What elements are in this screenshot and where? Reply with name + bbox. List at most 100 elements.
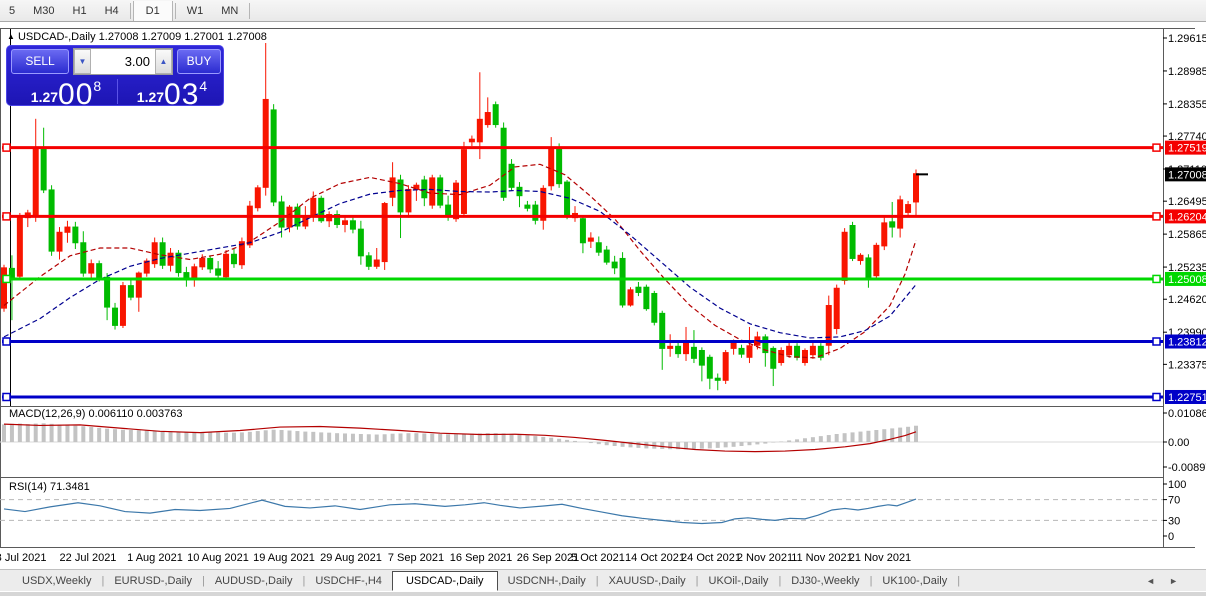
candle-bullish — [683, 342, 690, 355]
rsi-axis-label: 70 — [1168, 495, 1180, 507]
volume-decrease-icon[interactable]: ▼ — [74, 49, 91, 74]
sell-price[interactable]: 1.27008 — [13, 78, 119, 111]
candle-bullish — [405, 188, 412, 213]
candle-bearish — [421, 179, 428, 199]
timeframe-button-d1[interactable]: D1 — [132, 0, 173, 21]
candle-bearish — [619, 257, 626, 306]
symbol-name: USDCAD-,Daily — [17, 31, 96, 43]
candle-bullish — [857, 254, 864, 262]
symbol-info-line[interactable]: ▲ USDCAD-,Daily 1.27008 1.27009 1.27001 … — [7, 31, 267, 43]
candle-bullish — [1, 267, 7, 309]
timeframe-button-w1[interactable]: W1 — [186, 4, 204, 17]
candle-bearish — [349, 220, 356, 230]
candle-bearish — [500, 127, 507, 198]
candle-bearish — [865, 257, 872, 279]
tab-scroll-arrows[interactable]: ◄► — [1146, 575, 1192, 586]
candle-bearish — [738, 347, 745, 355]
horizontal-line-1.25008[interactable]: 1.25008 — [2, 271, 1206, 286]
rsi-line — [3, 498, 917, 525]
candle-bearish — [889, 221, 896, 228]
date-axis-label: 29 Aug 2021 — [320, 552, 382, 564]
collapse-panel-icon[interactable]: ▲ — [7, 32, 15, 41]
date-axis-label: 26 Sep 2021 — [517, 552, 579, 564]
svg-text:1.22751: 1.22751 — [1168, 392, 1206, 404]
candle-bullish — [801, 349, 808, 364]
timeframe-button-h4[interactable]: H4 — [104, 4, 119, 17]
candle-bullish — [540, 187, 547, 221]
candle-bullish — [667, 345, 674, 349]
volume-value[interactable]: 3.00 — [124, 54, 150, 69]
macd-axis-label: 0.00 — [1168, 437, 1189, 449]
price-axis-label: 1.28355 — [1168, 99, 1206, 111]
candle-bullish — [484, 112, 491, 126]
tab-uk100-daily[interactable]: UK100-,Daily — [882, 574, 948, 587]
tab-ukoil-daily[interactable]: UKOil-,Daily — [708, 574, 769, 587]
candle-bearish — [817, 345, 824, 358]
candle-bearish — [397, 179, 404, 213]
price-axis-label: 1.28985 — [1168, 66, 1206, 78]
buy-price-small: 1.27 — [136, 89, 165, 105]
candle-bearish — [80, 242, 87, 274]
candle-bullish — [119, 285, 126, 326]
toolbar-separator — [174, 2, 176, 19]
candle-bearish — [357, 228, 364, 257]
tab-separator: | — [778, 574, 782, 587]
tab-audusd-daily[interactable]: AUDUSD-,Daily — [214, 574, 293, 587]
candle-bullish — [873, 244, 880, 277]
price-axis-label: 1.29615 — [1168, 33, 1206, 45]
tab-usdcad-daily[interactable]: USDCAD-,Daily — [391, 570, 498, 591]
sell-price-small: 1.27 — [30, 89, 59, 105]
tab-xauusd-daily[interactable]: XAUUSD-,Daily — [608, 574, 686, 587]
candle-bearish — [532, 204, 539, 221]
candle-bearish — [278, 201, 285, 228]
tab-eurusd-daily[interactable]: EURUSD-,Daily — [114, 574, 192, 587]
tab-separator: | — [101, 574, 105, 587]
horizontal-line-1.26204[interactable]: 1.26204 — [2, 209, 1206, 224]
volume-increase-icon[interactable]: ▲ — [155, 49, 172, 74]
ma-slow-line — [3, 188, 917, 339]
sell-button[interactable]: SELL — [11, 49, 69, 74]
rsi-label: RSI(14) 71.3481 — [9, 481, 90, 493]
price-axis-label: 1.25235 — [1168, 262, 1206, 274]
toolbar-separator — [129, 2, 131, 19]
one-click-trade-panel: SELL ▼ 3.00 ▲ BUY 1.27008 1.27034 — [6, 45, 225, 111]
candle-bearish — [437, 177, 444, 206]
timeframe-button-m30[interactable]: M30 — [33, 4, 55, 17]
candle-bullish — [841, 231, 848, 281]
candle-bullish — [881, 222, 888, 247]
horizontal-line-1.27519[interactable]: 1.27519 — [2, 140, 1206, 155]
timeframe-button-h1[interactable]: H1 — [72, 4, 87, 17]
svg-text:1.25008: 1.25008 — [1168, 274, 1206, 286]
horizontal-line-1.23812[interactable]: 1.23812 — [2, 334, 1206, 349]
tab-dj30-weekly[interactable]: DJ30-,Weekly — [791, 574, 860, 587]
candle-bearish — [556, 147, 563, 185]
tab-usdx-weekly[interactable]: USDX,Weekly — [22, 574, 92, 587]
candle-bullish — [429, 177, 436, 206]
candle-bullish — [254, 187, 261, 209]
svg-text:1.23812: 1.23812 — [1168, 336, 1206, 348]
timeframe-button-5[interactable]: 5 — [9, 4, 16, 17]
candle-bearish — [595, 242, 602, 253]
horizontal-line-1.22751[interactable]: 1.22751 — [2, 389, 1206, 404]
candle-bearish — [794, 345, 801, 358]
rsi-axis-label: 0 — [1168, 531, 1174, 543]
macd-signal-line — [3, 423, 917, 453]
candle-bearish — [675, 345, 682, 355]
candle-bullish — [389, 177, 396, 198]
timeframe-button-mn[interactable]: MN — [221, 4, 239, 17]
date-axis-label: 10 Aug 2021 — [187, 552, 249, 564]
macd-axis-label: -0.008974 — [1168, 462, 1206, 474]
price-divider — [117, 79, 118, 104]
tab-usdcnh-daily[interactable]: USDCNH-,Daily — [507, 574, 586, 587]
tab-usdchf-h4[interactable]: USDCHF-,H4 — [315, 574, 382, 587]
bottom-strip — [0, 591, 1206, 596]
buy-price[interactable]: 1.27034 — [119, 78, 225, 111]
candle-bearish — [651, 292, 658, 323]
candle-bearish — [230, 253, 237, 265]
date-axis-label: 14 Oct 2021 — [625, 552, 685, 564]
buy-button[interactable]: BUY — [177, 49, 221, 74]
symbol-ohlc-values: 1.27008 1.27009 1.27001 1.27008 — [98, 31, 267, 43]
candle-bearish — [508, 163, 515, 188]
